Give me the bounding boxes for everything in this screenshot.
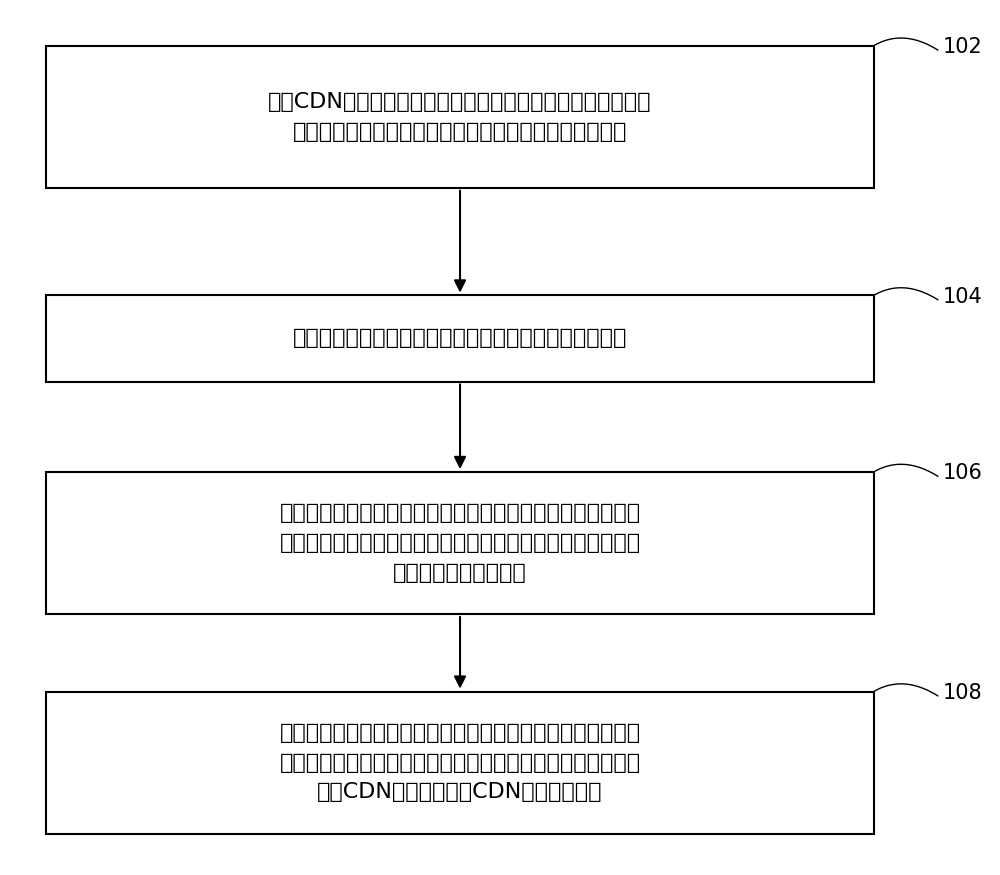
Text: 判断所述检测请求包含的所述资源定位信息是否需要检测: 判断所述检测请求包含的所述资源定位信息是否需要检测 [293,328,627,348]
Text: 在判断需要检测的情况下，将所述资源定位信息发送至一检测
系统，以使所述检测系统对所述资源定位信息对应的网络资源
内容是否异常进行检测: 在判断需要检测的情况下，将所述资源定位信息发送至一检测 系统，以使所述检测系统对… [279,503,641,583]
FancyBboxPatch shape [46,472,874,614]
FancyBboxPatch shape [46,691,874,834]
Text: 106: 106 [943,464,983,483]
Text: 接收所述检测系统发送的检测结果，并在所述检测结果提示所
述网络资源内容为异常内容的情况下，将所述检测结果发送至
所述CDN节点以便所述CDN节点进行处理: 接收所述检测系统发送的检测结果，并在所述检测结果提示所 述网络资源内容为异常内容… [279,723,641,802]
Text: 104: 104 [943,287,982,307]
Text: 102: 102 [943,37,982,57]
Text: 108: 108 [943,682,982,703]
FancyBboxPatch shape [46,46,874,188]
FancyBboxPatch shape [46,296,874,382]
Text: 接收CDN节点发送的对要访问的网络资源内容的检测请求，所
述检测请求中包含要访问的网络资源内容的资源定位信息: 接收CDN节点发送的对要访问的网络资源内容的检测请求，所 述检测请求中包含要访问… [268,92,652,142]
